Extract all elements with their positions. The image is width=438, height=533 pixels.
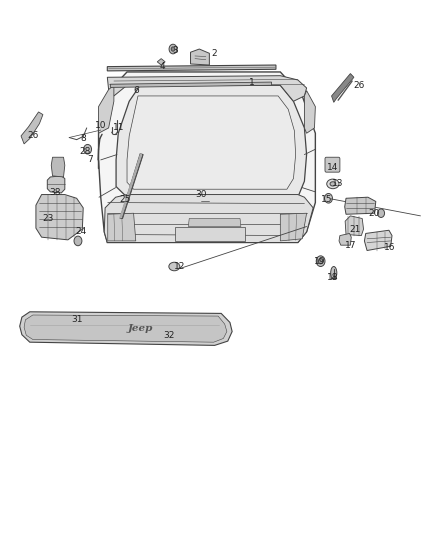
Text: 17: 17 [345,241,356,249]
Polygon shape [107,76,307,101]
Polygon shape [51,157,65,177]
Text: 13: 13 [332,180,343,188]
Text: 19: 19 [314,257,325,265]
Polygon shape [120,154,143,219]
FancyBboxPatch shape [325,157,340,172]
Polygon shape [127,96,296,189]
Circle shape [100,122,107,130]
Polygon shape [345,216,364,236]
Ellipse shape [331,266,337,279]
Text: 30: 30 [196,190,207,199]
Text: 4: 4 [159,62,165,71]
Polygon shape [108,213,136,241]
Ellipse shape [330,182,336,186]
Text: 31: 31 [71,316,82,324]
Text: 12: 12 [174,262,185,271]
Text: Jeep: Jeep [127,324,153,333]
Polygon shape [364,230,392,251]
Polygon shape [110,82,272,87]
Text: 38: 38 [49,189,60,197]
Text: 10: 10 [95,121,106,130]
Text: 16: 16 [384,244,396,252]
Text: 26: 26 [27,132,39,140]
Circle shape [325,193,332,203]
Polygon shape [345,197,376,214]
Text: 21: 21 [349,225,360,233]
Text: 25: 25 [119,196,131,204]
Ellipse shape [169,262,180,271]
Text: 32: 32 [163,332,174,340]
Text: 26: 26 [353,81,365,90]
Circle shape [84,144,92,154]
Polygon shape [107,65,276,71]
Circle shape [169,44,177,54]
Text: 8: 8 [80,134,86,143]
Polygon shape [47,176,65,193]
Polygon shape [157,59,165,65]
Text: 28: 28 [80,148,91,156]
Polygon shape [24,315,227,342]
Text: 15: 15 [321,196,332,204]
Text: 24: 24 [75,228,87,236]
Circle shape [74,236,82,246]
Circle shape [318,259,323,264]
Polygon shape [21,112,43,144]
Polygon shape [36,195,83,240]
Circle shape [201,196,209,207]
Polygon shape [99,85,114,133]
Polygon shape [175,227,245,241]
Ellipse shape [327,179,339,189]
Text: 6: 6 [133,86,139,95]
Circle shape [316,256,325,266]
Polygon shape [20,312,232,345]
Polygon shape [116,85,307,197]
Polygon shape [191,49,209,65]
Text: 23: 23 [42,214,54,223]
Polygon shape [280,213,307,241]
Polygon shape [339,233,351,245]
Text: 3: 3 [172,46,178,55]
Text: 1: 1 [249,78,255,87]
Polygon shape [304,91,315,133]
Circle shape [171,47,175,51]
Text: 2: 2 [212,49,217,58]
Polygon shape [332,74,354,102]
Polygon shape [99,72,315,243]
Circle shape [378,209,385,217]
Polygon shape [104,195,313,243]
Polygon shape [188,219,241,227]
Text: 14: 14 [327,164,339,172]
Text: 11: 11 [113,124,124,132]
Text: 20: 20 [369,209,380,217]
Text: 18: 18 [327,273,339,281]
Text: 7: 7 [87,156,93,164]
